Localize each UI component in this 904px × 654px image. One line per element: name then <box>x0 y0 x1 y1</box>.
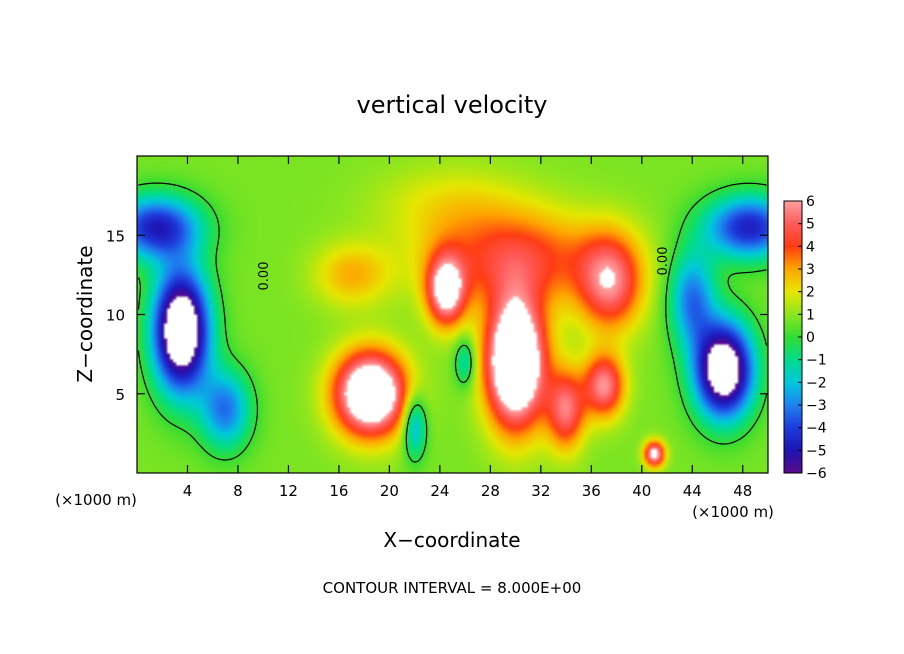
colorbar-tick-label: 1 <box>806 307 815 323</box>
y-axis-label: Z−coordinate <box>73 245 97 382</box>
x-unit-label-right: (×1000 m) <box>692 503 774 521</box>
x-tick-label: 8 <box>233 482 243 500</box>
colorbar-tick-label: −5 <box>806 443 827 459</box>
x-axis-label: X−coordinate <box>383 528 520 552</box>
x-tick-label: 16 <box>329 482 348 500</box>
plot-area: 0.00 0.00 <box>136 155 769 474</box>
colorbar-tick-label: 2 <box>806 285 815 301</box>
y-tick-label: 5 <box>115 386 125 404</box>
x-tick-label: 24 <box>430 482 449 500</box>
colorbar-tick-label: 6 <box>806 194 815 210</box>
colorbar-tick-label: −2 <box>806 375 827 391</box>
colorbar-tick-label: 3 <box>806 262 815 278</box>
colorbar-tick-label: −3 <box>806 398 827 414</box>
x-tick-label: 28 <box>481 482 500 500</box>
y-tick-label: 15 <box>106 227 125 245</box>
x-tick-label: 36 <box>582 482 601 500</box>
contour-label-left: 0.00 <box>257 262 272 291</box>
y-tick-label: 10 <box>106 307 125 325</box>
x-axis-ticks: 4 8 12 16 20 24 28 32 36 40 44 48 <box>183 156 752 500</box>
contour-zero-path <box>137 182 768 463</box>
colorbar-tick-label: 5 <box>806 217 815 233</box>
x-tick-label: 20 <box>380 482 399 500</box>
velocity-heatmap <box>137 156 768 473</box>
x-tick-label: 48 <box>733 482 752 500</box>
colorbar-tick-label: 0 <box>806 330 815 346</box>
contour-interval-footer: CONTOUR INTERVAL = 8.000E+00 <box>323 579 582 597</box>
colorbar-tick-label: −1 <box>806 353 827 369</box>
colorbar-tick-label: 4 <box>806 239 815 255</box>
x-tick-label: 4 <box>183 482 193 500</box>
x-tick-label: 44 <box>683 482 702 500</box>
contour-label-right: 0.00 <box>656 247 671 276</box>
chart-title: vertical velocity <box>357 91 548 119</box>
x-tick-label: 40 <box>632 482 651 500</box>
x-unit-label-left: (×1000 m) <box>55 491 137 509</box>
zero-contour-lines <box>137 182 768 463</box>
x-tick-label: 32 <box>531 482 550 500</box>
colorbar: 6 5 4 3 2 1 0 −1 −2 −3 −4 −5 −6 <box>783 194 827 482</box>
x-tick-label: 12 <box>279 482 298 500</box>
y-axis-ticks: 5 10 15 <box>106 227 768 404</box>
colorbar-tick-label: −6 <box>806 466 827 482</box>
colorbar-tick-label: −4 <box>806 421 827 437</box>
